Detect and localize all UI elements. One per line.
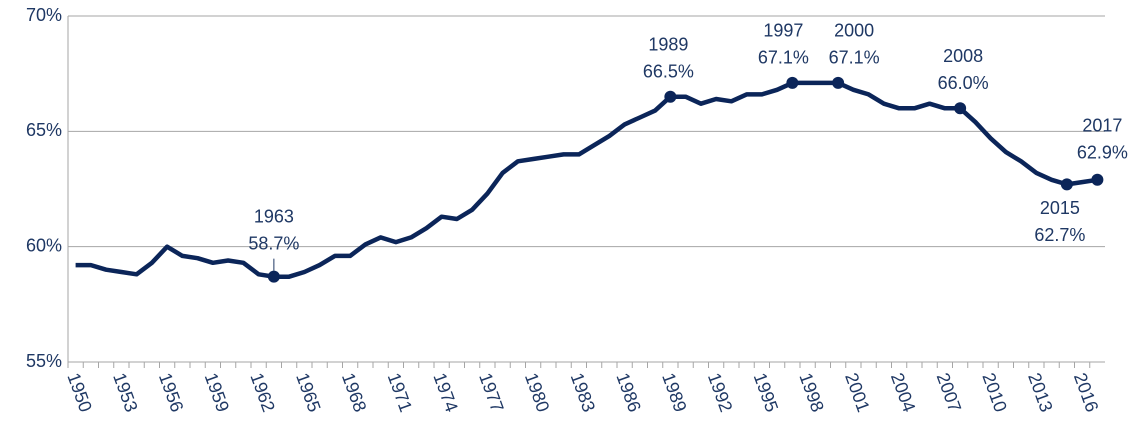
x-tick-label: 1968 <box>338 370 370 414</box>
x-tick-label: 2004 <box>887 370 919 414</box>
x-tick-label: 2010 <box>978 370 1010 414</box>
annotation-point <box>1060 178 1073 191</box>
x-tick-label: 1965 <box>292 370 324 414</box>
x-tick-label: 1983 <box>567 370 599 414</box>
x-tick-label: 2013 <box>1024 370 1056 414</box>
annotation-point <box>664 90 677 103</box>
annotation-point <box>786 76 799 89</box>
annotation-year: 1989 <box>648 34 688 54</box>
x-tick-label: 1953 <box>109 370 141 414</box>
x-tick-label: 1971 <box>384 370 416 414</box>
data-line <box>75 80 1098 279</box>
x-tick-label: 1977 <box>475 370 507 414</box>
y-tick-label: 60% <box>26 235 62 255</box>
x-tick-label: 2007 <box>933 370 965 414</box>
x-tick-label: 1950 <box>63 370 95 414</box>
annotation-value: 62.7% <box>1034 225 1085 245</box>
x-tick-label: 1956 <box>155 370 187 414</box>
annotation-point <box>832 76 845 89</box>
annotation-value: 67.1% <box>758 48 809 68</box>
annotation-point <box>267 270 280 283</box>
annotation-value: 62.9% <box>1077 143 1128 163</box>
annotation-year: 2017 <box>1082 116 1122 136</box>
annotation-value: 67.1% <box>829 48 880 68</box>
y-tick-label: 65% <box>26 120 62 140</box>
x-tick-label: 1962 <box>246 370 278 414</box>
annotation-year: 1963 <box>254 206 294 226</box>
y-tick-label: 55% <box>26 351 62 371</box>
x-tick-label: 2016 <box>1070 370 1102 414</box>
x-tick-label: 1998 <box>795 370 827 414</box>
x-tick-label: 1959 <box>201 370 233 414</box>
y-tick-label: 70% <box>26 5 62 25</box>
annotation-value: 58.7% <box>248 233 299 253</box>
x-tick-label: 1980 <box>521 370 553 414</box>
annotation-year: 2015 <box>1040 198 1080 218</box>
annotation-year: 2008 <box>943 46 983 66</box>
x-tick-label: 1986 <box>612 370 644 414</box>
annotation-point <box>1091 173 1104 186</box>
x-tick-label: 1992 <box>704 370 736 414</box>
annotation-year: 2000 <box>834 21 874 41</box>
x-tick-label: 1995 <box>750 370 782 414</box>
annotation-year: 1997 <box>763 21 803 41</box>
x-tick-label: 1989 <box>658 370 690 414</box>
annotation-point <box>954 102 967 115</box>
x-tick-label: 1974 <box>429 370 461 414</box>
x-tick-label: 2001 <box>841 370 873 414</box>
annotation-value: 66.5% <box>643 61 694 81</box>
annotation-value: 66.0% <box>938 73 989 93</box>
